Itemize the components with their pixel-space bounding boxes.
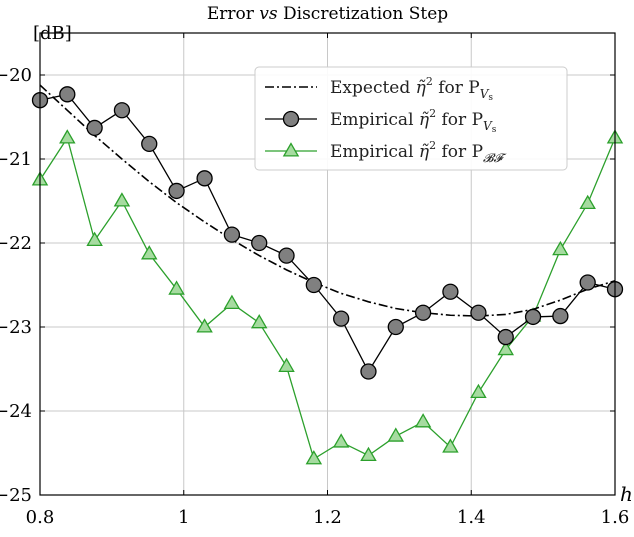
series-1-line	[39, 84, 616, 317]
series-2-point	[442, 283, 459, 300]
series-3-point	[278, 357, 295, 373]
series-2-point	[524, 308, 542, 326]
series-3-point	[168, 280, 185, 295]
series-layer	[31, 84, 624, 465]
y-tick-label: −23	[0, 317, 32, 338]
legend-label-sub: 𝓑𝓕	[483, 151, 507, 165]
legend-label-sup: 2	[429, 139, 436, 152]
legend-label-mid: for P	[436, 142, 483, 162]
series-3-point	[442, 438, 459, 453]
series-3-point	[360, 446, 377, 462]
series-3-point	[196, 318, 213, 333]
series-2-point	[387, 318, 404, 336]
legend-label-prefix: Empirical	[330, 142, 419, 162]
series-3-point	[59, 129, 76, 144]
y-tick-label: −21	[0, 149, 32, 170]
series-2-point	[414, 304, 432, 321]
series-1	[39, 84, 616, 317]
legend-marker-2	[282, 110, 300, 128]
series-3-point	[86, 231, 103, 247]
x-tick-label: 0.8	[26, 507, 55, 528]
series-3-point	[223, 294, 241, 310]
series-3	[31, 129, 624, 465]
axis-ticks: 0.8 1 1.2 1.4 1.6 −20 −21 −22 −23 −24 −25	[0, 33, 629, 528]
legend-label-prefix: Empirical	[330, 110, 419, 130]
series-3-point	[332, 433, 350, 448]
series-3-point	[552, 240, 569, 256]
legend-label-subsub: s	[488, 93, 493, 103]
series-3-point	[141, 245, 158, 260]
x-tick-label: 1.4	[457, 507, 486, 528]
legend-label-prefix: Expected	[330, 78, 416, 98]
series-2-point	[196, 170, 213, 187]
series-3-point	[305, 450, 323, 465]
legend-label-2: Empirical η̃2 for PVs	[330, 107, 497, 135]
x-tick-label: 1.2	[313, 507, 342, 528]
x-axis-label: h	[620, 482, 633, 506]
series-2-point	[59, 86, 76, 103]
series-2-point	[168, 182, 185, 200]
series-2-point	[470, 304, 487, 321]
y-tick-label: −24	[0, 401, 32, 422]
series-2-point	[251, 234, 268, 252]
legend-label-subsub: s	[492, 125, 497, 135]
chart-title-part-2: vs	[259, 4, 278, 24]
series-2-point	[360, 363, 377, 380]
series-2-point	[141, 135, 158, 153]
legend-box	[254, 66, 568, 171]
y-tick-label: −25	[0, 485, 32, 506]
chart-title: Error vs Discretization Step	[207, 4, 448, 24]
series-3-point	[470, 383, 487, 399]
legend-label-sub: V	[483, 119, 493, 133]
y-tick-label: −20	[0, 65, 32, 86]
series-2-point	[86, 119, 103, 137]
series-2-point	[552, 307, 569, 325]
series-2	[31, 86, 624, 380]
legend-label-1: Expected η̃2 for PVs	[330, 75, 493, 103]
series-2-point	[333, 310, 350, 327]
x-tick-label: 1.6	[601, 507, 630, 528]
chart-title-part-1: Error	[207, 4, 259, 24]
series-3-point	[113, 192, 131, 207]
plot-frame	[39, 32, 616, 496]
legend-label-mid: for P	[436, 110, 483, 130]
series-3-point	[250, 313, 268, 329]
legend-label-mid: for P	[433, 78, 480, 98]
series-3-point	[497, 340, 514, 356]
y-tick-label: −22	[0, 233, 32, 254]
legend-label-eta: η̃	[416, 78, 427, 98]
series-2-point	[579, 274, 596, 291]
series-2-point	[278, 247, 295, 264]
series-2-point	[305, 276, 322, 294]
chart-title-part-3: Discretization Step	[278, 4, 449, 24]
series-3-point	[414, 413, 432, 428]
x-tick-label: 1	[178, 507, 189, 528]
legend-label-sub: V	[480, 87, 490, 101]
series-3-point	[387, 427, 405, 442]
series-2-point	[113, 102, 131, 119]
legend-label-3: Empirical η̃2 for P𝓑𝓕	[330, 139, 507, 165]
legend-label-eta: η̃	[419, 110, 430, 130]
legend-label-sup: 2	[426, 75, 433, 88]
legend-marker-3	[282, 142, 300, 157]
series-2-point	[223, 226, 241, 243]
legend-label-sup: 2	[429, 107, 436, 120]
series-2-line	[39, 93, 616, 373]
series-3-point	[579, 194, 596, 210]
series-3-line	[39, 136, 616, 460]
series-2-point	[497, 328, 514, 346]
legend-label-eta: η̃	[419, 142, 430, 162]
